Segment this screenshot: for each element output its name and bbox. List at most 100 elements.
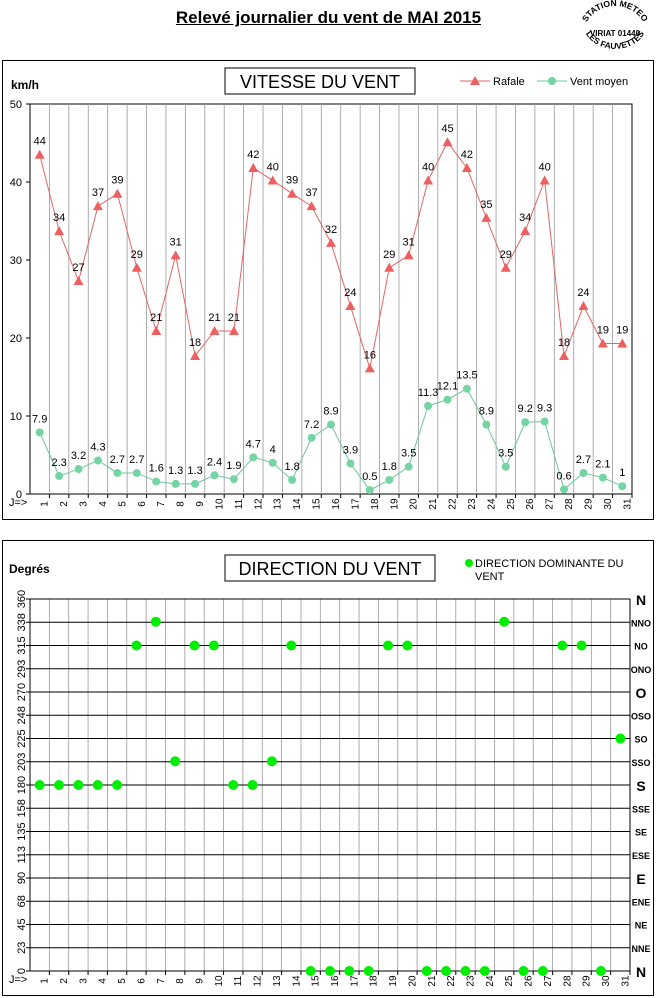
x-tick-label: 31	[620, 975, 631, 987]
direction-point	[499, 616, 510, 627]
x-tick-label: 8	[176, 501, 187, 507]
vent-moyen-point	[521, 418, 530, 427]
rafale-data-label: 29	[500, 249, 512, 261]
rafale-point	[423, 175, 434, 185]
x-tick-label: 3	[78, 978, 89, 984]
rafale-point	[131, 262, 142, 272]
vent-moyen-point	[579, 468, 588, 477]
rafale-data-label: 34	[53, 212, 65, 224]
x-tick-label: 2	[59, 978, 70, 984]
rafale-point	[364, 363, 375, 373]
direction-point	[363, 966, 374, 976]
direction-point	[112, 780, 123, 790]
chart-title-box	[224, 554, 436, 582]
direction-point	[402, 640, 413, 651]
y-tick-label: 360	[16, 590, 28, 608]
x-tick-label: 17	[350, 498, 361, 510]
direction-label: SE	[635, 828, 647, 838]
rafale-data-label: 18	[189, 337, 201, 349]
direction-label: NNO	[631, 618, 651, 628]
vent-moyen-data-label: 4.7	[246, 438, 261, 450]
vent-moyen-point	[618, 482, 627, 491]
vent-moyen-data-label: 3.5	[401, 448, 416, 460]
rafale-point	[151, 325, 162, 335]
vent-moyen-data-label: 8.9	[479, 406, 494, 418]
direction-point	[170, 756, 181, 767]
direction-label: N	[636, 592, 646, 608]
legend-rafale-label: Rafale	[493, 76, 525, 88]
direction-point	[150, 616, 161, 627]
x-tick-label: 19	[389, 498, 400, 510]
x-tick-label: 10	[214, 498, 225, 510]
rafale-data-label: 21	[208, 312, 220, 324]
x-tick-label: 14	[291, 975, 302, 987]
vent-moyen-data-label: 4.3	[90, 441, 105, 453]
rafale-data-label: 37	[92, 187, 104, 199]
x-tick-label: 27	[543, 975, 554, 987]
x-tick-label: 14	[292, 498, 303, 510]
direction-point	[441, 966, 452, 976]
rafale-point	[442, 137, 453, 147]
vent-moyen-data-label: 0.5	[362, 471, 377, 483]
x-tick-label: 10	[214, 975, 225, 987]
vent-moyen-data-label: 1.3	[168, 465, 183, 477]
x-tick-label: 11	[234, 498, 245, 509]
x-tick-label: 21	[427, 975, 438, 987]
rafale-data-label: 31	[170, 236, 182, 248]
direction-label: SSO	[631, 758, 650, 768]
direction-point	[286, 640, 297, 651]
x-tick-label: 18	[370, 498, 381, 510]
vent-moyen-point	[501, 462, 510, 471]
rafale-point	[73, 276, 84, 286]
chart-title-box	[224, 67, 416, 95]
direction-label: O	[636, 685, 647, 701]
rafale-point	[92, 201, 103, 211]
legend-direction-label: DIRECTION DOMINANTE DU VENT	[475, 558, 624, 583]
direction-point	[325, 966, 335, 976]
vent-moyen-point	[327, 420, 335, 429]
vent-moyen-point	[443, 395, 452, 404]
direction-point	[479, 966, 490, 976]
x-tick-label: 20	[409, 498, 420, 510]
x-tick-label: 28	[564, 498, 575, 510]
vent-moyen-point	[93, 456, 102, 465]
rafale-point	[403, 250, 414, 260]
vent-moyen-point	[132, 468, 141, 477]
direction-point	[576, 640, 587, 651]
vent-moyen-data-label: 13.5	[456, 370, 477, 382]
chart-title: VITESSE DU VENT	[240, 72, 400, 92]
rafale-data-label: 32	[325, 224, 337, 236]
vent-moyen-data-label: 2.4	[207, 456, 222, 468]
y-tick-label: 0	[16, 489, 22, 501]
vent-moyen-data-label: 9.3	[537, 402, 552, 414]
vent-moyen-data-label: 2.7	[110, 454, 125, 466]
rafale-point	[461, 162, 472, 172]
x-tick-label: 26	[524, 975, 535, 987]
x-tick-label: 9	[195, 978, 206, 984]
direction-point	[92, 780, 103, 790]
direction-point	[189, 640, 200, 651]
station-stamp-logo: STATION METEO VIRIAT 01440 LES FAUVETTES	[580, 0, 651, 51]
vent-moyen-data-label: 2.1	[595, 459, 610, 471]
vent-moyen-point	[307, 433, 316, 442]
vent-moyen-point	[55, 472, 64, 481]
x-tick-label: 13	[273, 498, 284, 510]
x-tick-label: 27	[545, 498, 556, 510]
rafale-data-label: 18	[558, 337, 570, 349]
direction-label: N	[636, 964, 646, 980]
x-tick-label: 30	[603, 498, 614, 510]
plot-area	[29, 103, 633, 495]
rafale-data-label: 45	[441, 123, 453, 135]
y-tick-label: 158	[16, 799, 28, 817]
rafale-point	[209, 325, 220, 335]
rafale-data-label: 29	[383, 249, 395, 261]
x-tick-label: 9	[195, 501, 206, 507]
direction-point	[518, 966, 529, 976]
rafale-data-label: 42	[247, 149, 259, 161]
vent-moyen-point	[152, 477, 161, 486]
rafale-point	[34, 149, 45, 159]
vent-moyen-point	[113, 468, 122, 477]
direction-point	[228, 780, 239, 790]
page-title: Relevé journalier du vent de MAI 2015	[175, 8, 482, 27]
rafale-point	[481, 212, 492, 222]
